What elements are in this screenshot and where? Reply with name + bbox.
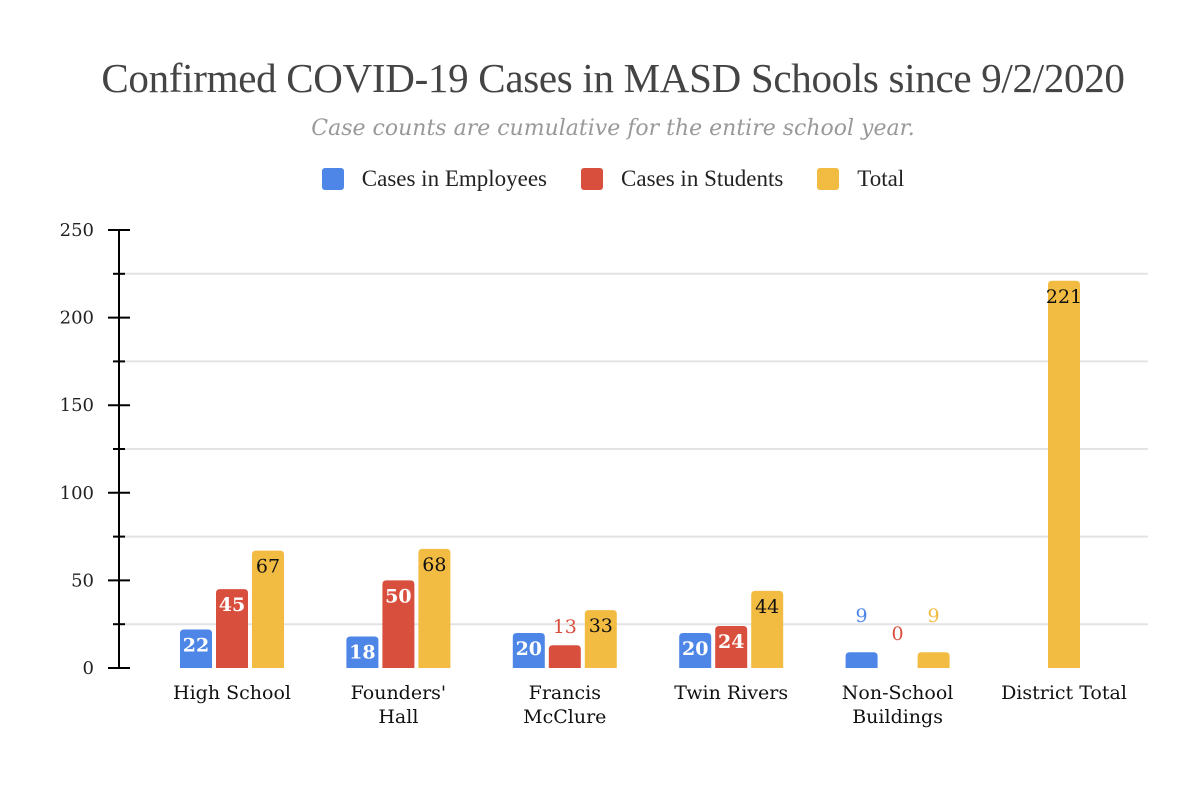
legend-swatch-students (581, 168, 604, 190)
x-tick-label: Buildings (852, 706, 943, 728)
data-label: 13 (553, 616, 577, 638)
legend-label-total: Total (857, 166, 905, 191)
y-tick-label: 150 (60, 395, 94, 416)
data-label: 20 (682, 638, 708, 660)
y-tick-label: 0 (83, 658, 94, 679)
y-tick-label: 100 (60, 483, 94, 504)
bar[interactable] (512, 632, 545, 668)
bar[interactable] (1048, 280, 1080, 668)
x-tick-label: Twin Rivers (674, 682, 788, 704)
data-label: 50 (385, 585, 411, 607)
bar[interactable] (382, 580, 415, 668)
data-label: 33 (589, 615, 613, 637)
data-label: 45 (219, 594, 245, 616)
data-label: 18 (349, 641, 375, 663)
legend-label-students: Cases in Students (621, 166, 784, 191)
legend-label-employees: Cases in Employees (361, 166, 548, 191)
y-tick-label: 200 (60, 308, 94, 329)
bar[interactable] (252, 550, 284, 668)
y-tick-label: 50 (71, 570, 94, 591)
bar[interactable] (180, 629, 212, 668)
data-label: 68 (422, 554, 446, 576)
data-label: 9 (856, 605, 868, 627)
legend-swatch-total (817, 168, 840, 190)
bar[interactable] (418, 548, 451, 668)
bar[interactable] (346, 636, 379, 668)
chart-legend: Cases in Employees Cases in Students Tot… (0, 166, 1194, 192)
x-tick-label: Francis (529, 682, 601, 704)
x-tick-label: Founders' (351, 682, 447, 704)
y-tick-label: 250 (60, 220, 94, 241)
legend-item-total[interactable]: Total (817, 166, 904, 192)
legend-item-students[interactable]: Cases in Students (581, 166, 783, 192)
bar[interactable] (751, 590, 784, 668)
x-tick-label: McClure (523, 706, 606, 728)
bar[interactable] (679, 632, 712, 668)
bar[interactable] (845, 652, 878, 668)
bar[interactable] (715, 625, 748, 668)
x-tick-label: High School (173, 682, 291, 704)
legend-swatch-employees (321, 168, 344, 190)
data-label: 67 (256, 556, 280, 578)
data-label: 20 (516, 638, 542, 660)
bar[interactable] (548, 645, 581, 668)
bar[interactable] (216, 589, 248, 668)
x-tick-label: Non-School (842, 682, 954, 704)
data-label: 0 (892, 623, 904, 645)
x-tick-label: Hall (378, 706, 418, 728)
data-label: 9 (928, 605, 940, 627)
bar[interactable] (584, 610, 617, 668)
data-label: 221 (1046, 286, 1082, 308)
data-label: 44 (755, 596, 779, 618)
x-tick-label: District Total (1001, 682, 1127, 704)
bar[interactable] (917, 652, 950, 668)
chart-title: Confirmed COVID-19 Cases in MASD Schools… (101, 55, 1125, 101)
legend-item-employees[interactable]: Cases in Employees (321, 166, 548, 192)
data-label: 22 (183, 634, 209, 656)
chart-subtitle: Case counts are cumulative for the entir… (311, 116, 915, 141)
data-label: 24 (718, 631, 744, 653)
